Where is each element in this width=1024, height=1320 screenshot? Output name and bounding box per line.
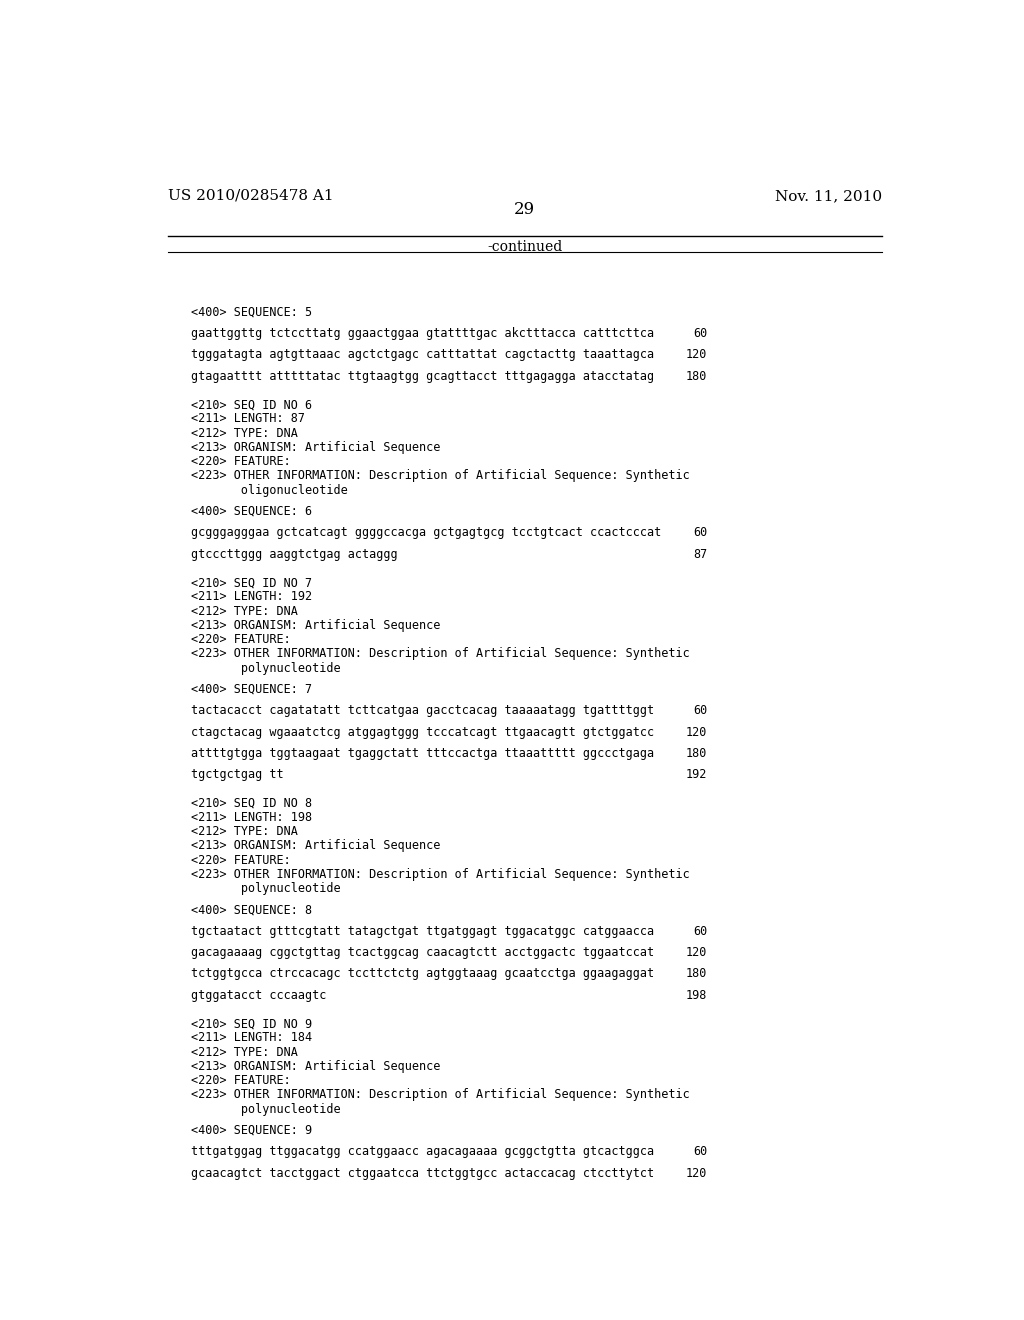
Text: <213> ORGANISM: Artificial Sequence: <213> ORGANISM: Artificial Sequence [191, 619, 441, 632]
Text: <211> LENGTH: 198: <211> LENGTH: 198 [191, 810, 312, 824]
Text: 180: 180 [686, 968, 708, 981]
Text: Nov. 11, 2010: Nov. 11, 2010 [775, 189, 882, 203]
Text: <223> OTHER INFORMATION: Description of Artificial Sequence: Synthetic: <223> OTHER INFORMATION: Description of … [191, 867, 690, 880]
Text: <210> SEQ ID NO 8: <210> SEQ ID NO 8 [191, 797, 312, 809]
Text: <211> LENGTH: 87: <211> LENGTH: 87 [191, 412, 305, 425]
Text: 60: 60 [693, 527, 708, 540]
Text: gtcccttggg aaggtctgag actaggg: gtcccttggg aaggtctgag actaggg [191, 548, 398, 561]
Text: polynucleotide: polynucleotide [191, 661, 341, 675]
Text: 87: 87 [693, 548, 708, 561]
Text: 192: 192 [686, 768, 708, 781]
Text: <213> ORGANISM: Artificial Sequence: <213> ORGANISM: Artificial Sequence [191, 441, 441, 454]
Text: 60: 60 [693, 327, 708, 341]
Text: tctggtgcca ctrccacagc tccttctctg agtggtaaag gcaatcctga ggaagaggat: tctggtgcca ctrccacagc tccttctctg agtggta… [191, 968, 654, 981]
Text: <223> OTHER INFORMATION: Description of Artificial Sequence: Synthetic: <223> OTHER INFORMATION: Description of … [191, 470, 690, 482]
Text: 120: 120 [686, 946, 708, 960]
Text: tgggatagta agtgttaaac agctctgagc catttattat cagctacttg taaattagca: tgggatagta agtgttaaac agctctgagc catttat… [191, 348, 654, 362]
Text: tttgatggag ttggacatgg ccatggaacc agacagaaaa gcggctgtta gtcactggca: tttgatggag ttggacatgg ccatggaacc agacaga… [191, 1146, 654, 1159]
Text: <213> ORGANISM: Artificial Sequence: <213> ORGANISM: Artificial Sequence [191, 840, 441, 853]
Text: gtggatacct cccaagtc: gtggatacct cccaagtc [191, 989, 327, 1002]
Text: <211> LENGTH: 192: <211> LENGTH: 192 [191, 590, 312, 603]
Text: <400> SEQUENCE: 9: <400> SEQUENCE: 9 [191, 1125, 312, 1137]
Text: tgctaatact gtttcgtatt tatagctgat ttgatggagt tggacatggc catggaacca: tgctaatact gtttcgtatt tatagctgat ttgatgg… [191, 925, 654, 937]
Text: 60: 60 [693, 1146, 708, 1159]
Text: polynucleotide: polynucleotide [191, 882, 341, 895]
Text: 198: 198 [686, 989, 708, 1002]
Text: 29: 29 [514, 201, 536, 218]
Text: 60: 60 [693, 925, 708, 937]
Text: attttgtgga tggtaagaat tgaggctatt tttccactga ttaaattttt ggccctgaga: attttgtgga tggtaagaat tgaggctatt tttccac… [191, 747, 654, 760]
Text: polynucleotide: polynucleotide [191, 1102, 341, 1115]
Text: 120: 120 [686, 726, 708, 739]
Text: gacagaaaag cggctgttag tcactggcag caacagtctt acctggactc tggaatccat: gacagaaaag cggctgttag tcactggcag caacagt… [191, 946, 654, 960]
Text: gcgggagggaa gctcatcagt ggggccacga gctgagtgcg tcctgtcact ccactcccat: gcgggagggaa gctcatcagt ggggccacga gctgag… [191, 527, 662, 540]
Text: 120: 120 [686, 1167, 708, 1180]
Text: gaattggttg tctccttatg ggaactggaa gtattttgac akctttacca catttcttca: gaattggttg tctccttatg ggaactggaa gtatttt… [191, 327, 654, 341]
Text: <223> OTHER INFORMATION: Description of Artificial Sequence: Synthetic: <223> OTHER INFORMATION: Description of … [191, 647, 690, 660]
Text: US 2010/0285478 A1: US 2010/0285478 A1 [168, 189, 333, 203]
Text: 120: 120 [686, 348, 708, 362]
Text: gcaacagtct tacctggact ctggaatcca ttctggtgcc actaccacag ctccttytct: gcaacagtct tacctggact ctggaatcca ttctggt… [191, 1167, 654, 1180]
Text: <400> SEQUENCE: 6: <400> SEQUENCE: 6 [191, 506, 312, 517]
Text: <213> ORGANISM: Artificial Sequence: <213> ORGANISM: Artificial Sequence [191, 1060, 441, 1073]
Text: 60: 60 [693, 704, 708, 717]
Text: <211> LENGTH: 184: <211> LENGTH: 184 [191, 1031, 312, 1044]
Text: <210> SEQ ID NO 6: <210> SEQ ID NO 6 [191, 399, 312, 412]
Text: <212> TYPE: DNA: <212> TYPE: DNA [191, 426, 298, 440]
Text: <220> FEATURE:: <220> FEATURE: [191, 1074, 291, 1088]
Text: <400> SEQUENCE: 8: <400> SEQUENCE: 8 [191, 903, 312, 916]
Text: ctagctacag wgaaatctcg atggagtggg tcccatcagt ttgaacagtt gtctggatcc: ctagctacag wgaaatctcg atggagtggg tcccatc… [191, 726, 654, 739]
Text: -continued: -continued [487, 240, 562, 253]
Text: <220> FEATURE:: <220> FEATURE: [191, 854, 291, 867]
Text: <212> TYPE: DNA: <212> TYPE: DNA [191, 825, 298, 838]
Text: <400> SEQUENCE: 5: <400> SEQUENCE: 5 [191, 306, 312, 318]
Text: gtagaatttt atttttatac ttgtaagtgg gcagttacct tttgagagga atacctatag: gtagaatttt atttttatac ttgtaagtgg gcagtta… [191, 370, 654, 383]
Text: <223> OTHER INFORMATION: Description of Artificial Sequence: Synthetic: <223> OTHER INFORMATION: Description of … [191, 1089, 690, 1101]
Text: <210> SEQ ID NO 9: <210> SEQ ID NO 9 [191, 1018, 312, 1030]
Text: <220> FEATURE:: <220> FEATURE: [191, 455, 291, 469]
Text: oligonucleotide: oligonucleotide [191, 483, 348, 496]
Text: <212> TYPE: DNA: <212> TYPE: DNA [191, 1045, 298, 1059]
Text: <212> TYPE: DNA: <212> TYPE: DNA [191, 605, 298, 618]
Text: <220> FEATURE:: <220> FEATURE: [191, 634, 291, 645]
Text: 180: 180 [686, 747, 708, 760]
Text: tactacacct cagatatatt tcttcatgaa gacctcacag taaaaatagg tgattttggt: tactacacct cagatatatt tcttcatgaa gacctca… [191, 704, 654, 717]
Text: 180: 180 [686, 370, 708, 383]
Text: tgctgctgag tt: tgctgctgag tt [191, 768, 284, 781]
Text: <210> SEQ ID NO 7: <210> SEQ ID NO 7 [191, 576, 312, 589]
Text: <400> SEQUENCE: 7: <400> SEQUENCE: 7 [191, 682, 312, 696]
